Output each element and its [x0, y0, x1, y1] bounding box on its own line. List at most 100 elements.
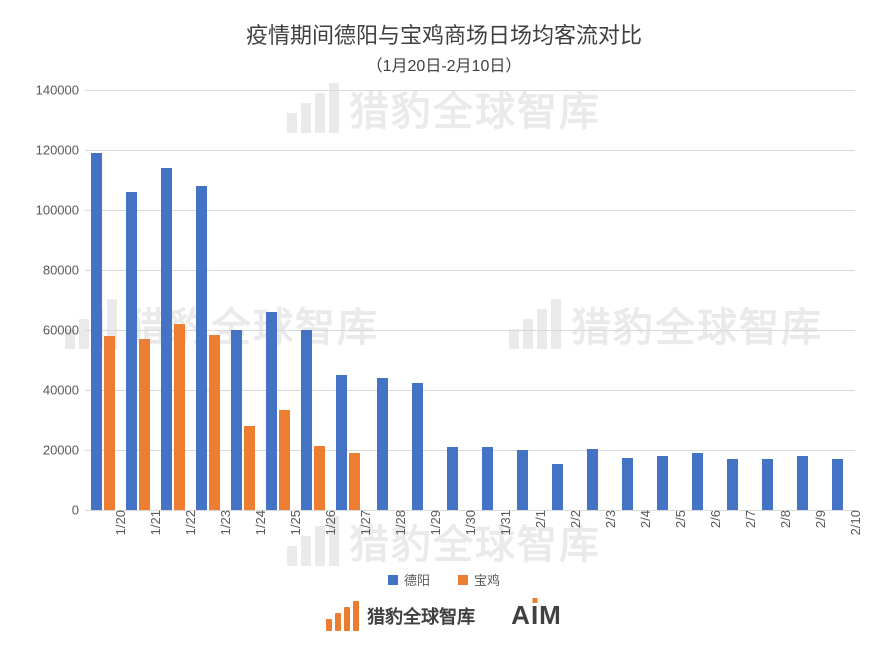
logo-aim-i: I [531, 600, 539, 631]
bar-group: 1/21 [120, 192, 155, 510]
legend-label: 宝鸡 [474, 570, 500, 589]
x-axis-label: 1/25 [284, 510, 303, 535]
y-axis-label: 40000 [43, 383, 85, 398]
bar [692, 453, 703, 510]
y-axis-label: 0 [72, 503, 85, 518]
legend-label: 德阳 [404, 570, 430, 589]
chart-title: 疫情期间德阳与宝鸡商场日场均客流对比 [0, 18, 888, 50]
chart-container: 猎豹全球智库 猎豹全球智库 猎豹全球智库 猎豹全球智库 疫情期间德阳与宝鸡商场日… [0, 0, 888, 649]
bar-group: 1/25 [260, 312, 295, 510]
bar-group: 2/2 [540, 464, 575, 511]
x-axis-label: 1/29 [424, 510, 443, 535]
bar-group: 1/29 [400, 383, 435, 511]
x-axis-label: 2/9 [809, 510, 828, 528]
bar-group: 1/24 [225, 330, 260, 510]
x-axis-label: 2/4 [634, 510, 653, 528]
bar-group: 2/4 [610, 458, 645, 511]
logo-cheetah-bars-icon [326, 601, 359, 631]
y-axis-label: 60000 [43, 323, 85, 338]
bar [91, 153, 102, 510]
x-axis-label: 1/31 [494, 510, 513, 535]
bar [231, 330, 242, 510]
x-axis-label: 1/27 [354, 510, 373, 535]
bar-group: 2/6 [680, 453, 715, 510]
x-axis-label: 2/7 [739, 510, 758, 528]
logo-cheetah-text: 猎豹全球智库 [367, 603, 475, 629]
y-axis-label: 20000 [43, 443, 85, 458]
x-axis-label: 2/6 [704, 510, 723, 528]
bar [517, 450, 528, 510]
bar-group: 1/30 [435, 447, 470, 510]
chart-titles: 疫情期间德阳与宝鸡商场日场均客流对比 （1月20日-2月10日） [0, 0, 888, 76]
y-axis-label: 80000 [43, 263, 85, 278]
bar [301, 330, 312, 510]
x-axis-label: 1/26 [319, 510, 338, 535]
bar [104, 336, 115, 510]
y-axis-label: 100000 [36, 203, 85, 218]
bar-group: 1/28 [365, 378, 400, 510]
x-axis-label: 1/24 [249, 510, 268, 535]
bar-group: 2/10 [820, 459, 855, 510]
bar-group: 1/27 [330, 375, 365, 510]
plot-area: 0200004000060000800001000001200001400001… [85, 90, 855, 510]
bar-group: 2/8 [750, 459, 785, 510]
x-axis-label: 2/1 [529, 510, 548, 528]
bar [336, 375, 347, 510]
bar [657, 456, 668, 510]
bar [139, 339, 150, 510]
x-axis-label: 2/3 [599, 510, 618, 528]
bar [279, 410, 290, 511]
logo-aim-a: A [511, 600, 531, 631]
bar [126, 192, 137, 510]
legend-swatch [388, 575, 398, 585]
y-axis-label: 120000 [36, 143, 85, 158]
bar-group: 1/31 [470, 447, 505, 510]
bar [209, 335, 220, 511]
bar-group: 1/23 [190, 186, 225, 510]
bar [266, 312, 277, 510]
bar [482, 447, 493, 510]
bar-group: 2/7 [715, 459, 750, 510]
bar [797, 456, 808, 510]
bar [196, 186, 207, 510]
bar-group: 1/20 [85, 153, 120, 510]
bar [244, 426, 255, 510]
bar [412, 383, 423, 511]
bar [552, 464, 563, 511]
bar-group: 1/26 [295, 330, 330, 510]
legend-swatch [458, 575, 468, 585]
logo-aim-m: M [539, 600, 562, 631]
y-axis-label: 140000 [36, 83, 85, 98]
bar [161, 168, 172, 510]
x-axis-label: 1/21 [144, 510, 163, 535]
footer-logos: 猎豹全球智库 AIM [0, 600, 888, 631]
bar [622, 458, 633, 511]
logo-cheetah: 猎豹全球智库 [326, 601, 475, 631]
chart-subtitle: （1月20日-2月10日） [0, 52, 888, 76]
legend: 德阳 宝鸡 [0, 570, 888, 589]
bar-group: 2/3 [575, 449, 610, 511]
x-axis-label: 2/2 [564, 510, 583, 528]
x-axis-label: 1/20 [109, 510, 128, 535]
bar-group: 2/1 [505, 450, 540, 510]
bar [349, 453, 360, 510]
bar [447, 447, 458, 510]
x-axis-label: 1/30 [459, 510, 478, 535]
bar [377, 378, 388, 510]
bars-container: 1/201/211/221/231/241/251/261/271/281/29… [85, 90, 855, 510]
legend-item: 宝鸡 [458, 570, 500, 589]
bar [314, 446, 325, 511]
bar-group: 2/9 [785, 456, 820, 510]
bar [762, 459, 773, 510]
x-axis-label: 2/5 [669, 510, 688, 528]
bar [587, 449, 598, 511]
bar-group: 1/22 [155, 168, 190, 510]
bar-group: 2/5 [645, 456, 680, 510]
legend-item: 德阳 [388, 570, 430, 589]
x-axis-label: 1/28 [389, 510, 408, 535]
x-axis-label: 2/10 [844, 510, 863, 535]
bar [174, 324, 185, 510]
logo-aim: AIM [511, 600, 562, 631]
x-axis-label: 1/23 [214, 510, 233, 535]
x-axis-label: 2/8 [774, 510, 793, 528]
